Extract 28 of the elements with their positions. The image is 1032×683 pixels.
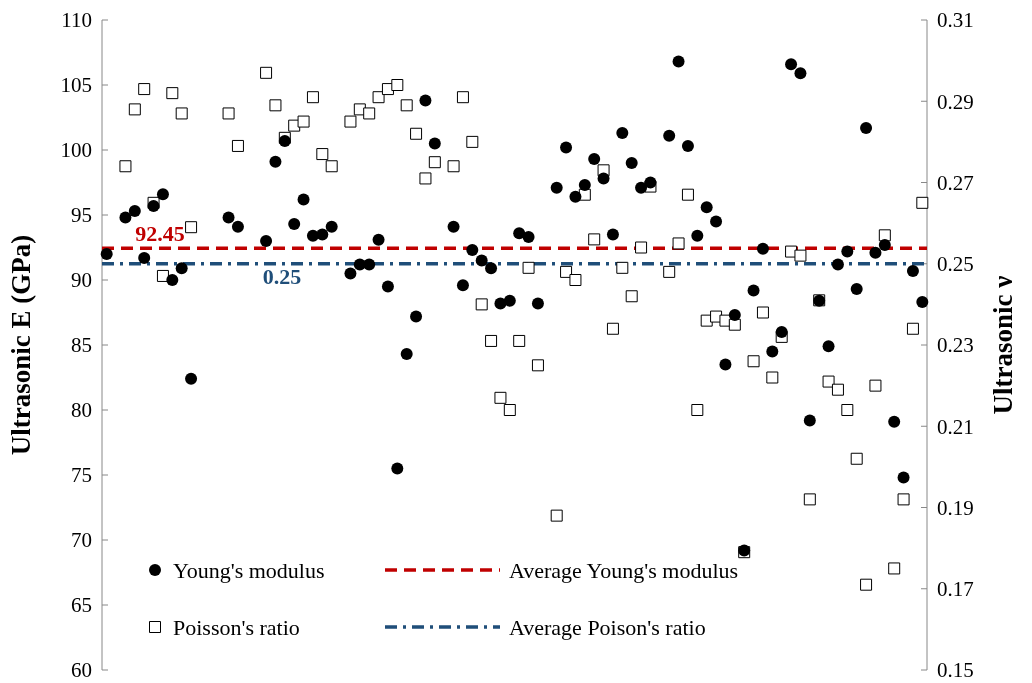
ref-line-label: 92.45 xyxy=(135,221,185,247)
y-tick-label: 75 xyxy=(71,463,92,488)
y2-tick-label: 0.19 xyxy=(937,495,974,520)
y2-tick-label: 0.15 xyxy=(937,658,974,683)
legend-label: Young's modulus xyxy=(173,557,325,583)
y-tick-label: 80 xyxy=(71,398,92,423)
y-tick-label: 95 xyxy=(71,203,92,228)
y2-tick-label: 0.31 xyxy=(937,8,974,33)
ref-line-label: 0.25 xyxy=(262,263,302,289)
y-axis-title: Ultrasonic E (GPa) xyxy=(6,234,36,456)
y2-tick-label: 0.17 xyxy=(937,577,974,602)
y-tick-label: 90 xyxy=(71,268,92,293)
y2-tick-label: 0.23 xyxy=(937,333,974,358)
y2-tick-label: 0.29 xyxy=(937,89,974,114)
legend-label: Poisson's ratio xyxy=(173,614,300,640)
y-tick-label: 105 xyxy=(60,73,92,98)
y2-axis-title: Ultrasonic ν xyxy=(988,275,1018,415)
annotation: Average Young's modulus xyxy=(509,557,739,583)
y2-tick-label: 0.25 xyxy=(937,252,974,277)
y2-tick-label: 0.21 xyxy=(937,414,974,439)
y-tick-label: 100 xyxy=(60,138,92,163)
y-tick-label: 65 xyxy=(71,593,92,618)
y2-tick-label: 0.27 xyxy=(937,170,974,195)
y-tick-label: 85 xyxy=(71,333,92,358)
y-tick-label: 60 xyxy=(71,658,92,683)
y-tick-label: 70 xyxy=(71,528,92,553)
annotation: Average Poison's ratio xyxy=(509,614,706,640)
y-tick-label: 110 xyxy=(61,8,92,33)
